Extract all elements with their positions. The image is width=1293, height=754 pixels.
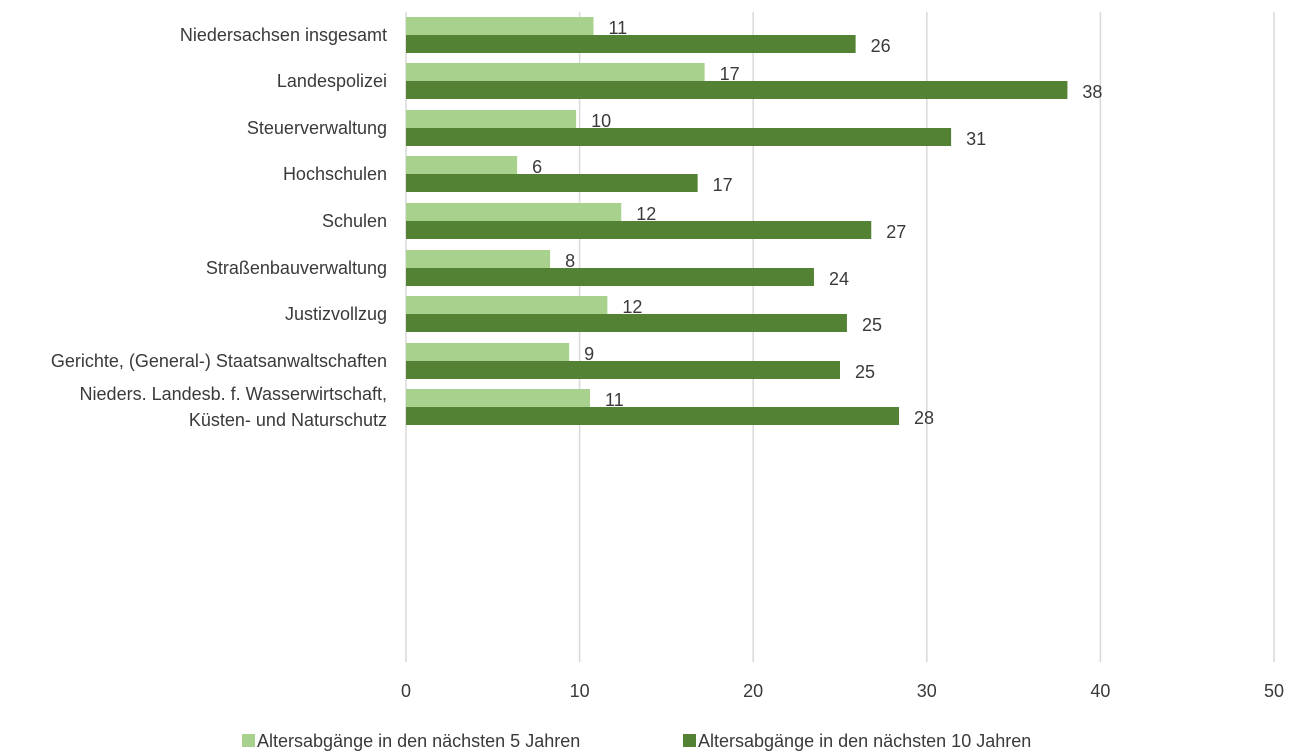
label-layer: Niedersachsen insgesamt Landespolizei Steu… bbox=[51, 18, 1103, 430]
data-label: 11 bbox=[608, 18, 627, 38]
category-label: Steuerverwaltung bbox=[247, 118, 387, 138]
bar-10-years bbox=[406, 81, 1068, 99]
x-tick-label: 50 bbox=[1264, 681, 1284, 701]
data-label: 26 bbox=[871, 36, 891, 56]
data-label: 27 bbox=[886, 222, 906, 242]
data-label: 11 bbox=[605, 390, 624, 410]
data-label: 10 bbox=[591, 111, 611, 131]
category-label: Straßenbauverwaltung bbox=[206, 258, 387, 278]
data-label: 8 bbox=[565, 251, 575, 271]
category-label: Gerichte, (General-) Staatsanwaltschafte… bbox=[51, 351, 387, 371]
data-label: 38 bbox=[1082, 82, 1102, 102]
bar-10-years bbox=[406, 174, 698, 192]
x-tick-label: 40 bbox=[1090, 681, 1110, 701]
bar-10-years bbox=[406, 221, 872, 239]
x-tick-label: 0 bbox=[401, 681, 411, 701]
bar-10-years bbox=[406, 361, 840, 379]
legend-label: Altersabgänge in den nächsten 5 Jahren bbox=[257, 731, 580, 751]
category-label: Hochschulen bbox=[283, 164, 387, 184]
bar-5-years bbox=[406, 389, 591, 407]
bar-5-years bbox=[406, 296, 608, 314]
x-tick-label: 10 bbox=[570, 681, 590, 701]
bar-5-years bbox=[406, 250, 551, 268]
data-label: 12 bbox=[636, 204, 656, 224]
data-label: 28 bbox=[914, 408, 934, 428]
bar-5-years bbox=[406, 343, 570, 361]
category-label: Landespolizei bbox=[277, 71, 387, 91]
category-label: Justizvollzug bbox=[285, 304, 387, 324]
category-label: Küsten- und Naturschutz bbox=[189, 410, 387, 430]
data-label: 24 bbox=[829, 269, 849, 289]
bar-10-years bbox=[406, 268, 814, 286]
data-label: 12 bbox=[622, 297, 642, 317]
bar-5-years bbox=[406, 63, 705, 81]
bar-10-years bbox=[406, 128, 952, 146]
data-label: 9 bbox=[584, 344, 594, 364]
axis-layer: 0 10 20 30 40 50 bbox=[401, 681, 1284, 701]
bar-5-years bbox=[406, 203, 622, 221]
bar-5-years bbox=[406, 17, 594, 35]
bar-5-years bbox=[406, 110, 577, 128]
category-label: Schulen bbox=[322, 211, 387, 231]
category-label: Niedersachsen insgesamt bbox=[180, 25, 387, 45]
legend: Altersabgänge in den nächsten 5 Jahren Al… bbox=[242, 731, 1031, 751]
data-label: 25 bbox=[862, 315, 882, 335]
x-tick-label: 20 bbox=[743, 681, 763, 701]
data-label: 31 bbox=[966, 129, 986, 149]
data-label: 25 bbox=[855, 362, 875, 382]
legend-label: Altersabgänge in den nächsten 10 Jahren bbox=[698, 731, 1031, 751]
bar-layer bbox=[406, 17, 1068, 425]
bar-10-years bbox=[406, 35, 856, 53]
legend-swatch bbox=[683, 734, 696, 747]
data-label: 17 bbox=[713, 175, 733, 195]
bar-5-years bbox=[406, 156, 518, 174]
data-label: 6 bbox=[532, 157, 542, 177]
data-label: 17 bbox=[720, 64, 740, 84]
category-label: Nieders. Landesb. f. Wasserwirtschaft, bbox=[80, 384, 387, 404]
legend-swatch bbox=[242, 734, 255, 747]
bar-10-years bbox=[406, 407, 900, 425]
bar-10-years bbox=[406, 314, 847, 332]
grid-layer bbox=[405, 12, 1275, 662]
x-tick-label: 30 bbox=[917, 681, 937, 701]
